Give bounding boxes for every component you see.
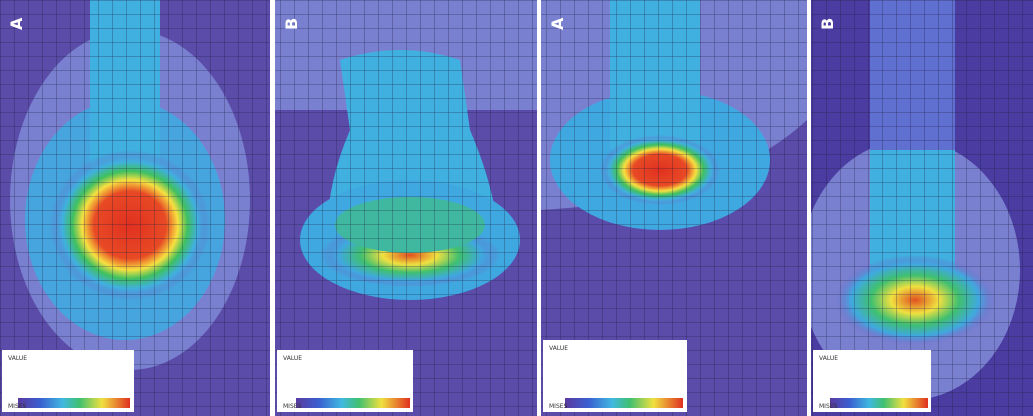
legend-title: VALUE xyxy=(8,355,27,362)
legend-title: VALUE xyxy=(283,355,302,362)
panel-label: B xyxy=(282,18,301,30)
figure: VALUE MISES A VALUE MISES B VALUE MISES … xyxy=(0,0,1033,416)
panel-label: A xyxy=(7,17,26,30)
legend-name: MISES xyxy=(283,403,302,410)
panel-label: B xyxy=(818,18,837,30)
legend-name: MISES xyxy=(549,403,568,410)
legend-name: MISES xyxy=(8,403,27,410)
panel: VALUE MISES A xyxy=(0,0,270,416)
panel-label: A xyxy=(548,17,567,30)
panel: VALUE MISES A xyxy=(541,0,807,416)
legend-name: MISES xyxy=(819,403,838,410)
panel: VALUE MISES B xyxy=(800,0,1033,416)
legend-title: VALUE xyxy=(819,355,838,362)
legend-title: VALUE xyxy=(549,345,568,352)
panel: VALUE MISES B xyxy=(275,0,537,416)
